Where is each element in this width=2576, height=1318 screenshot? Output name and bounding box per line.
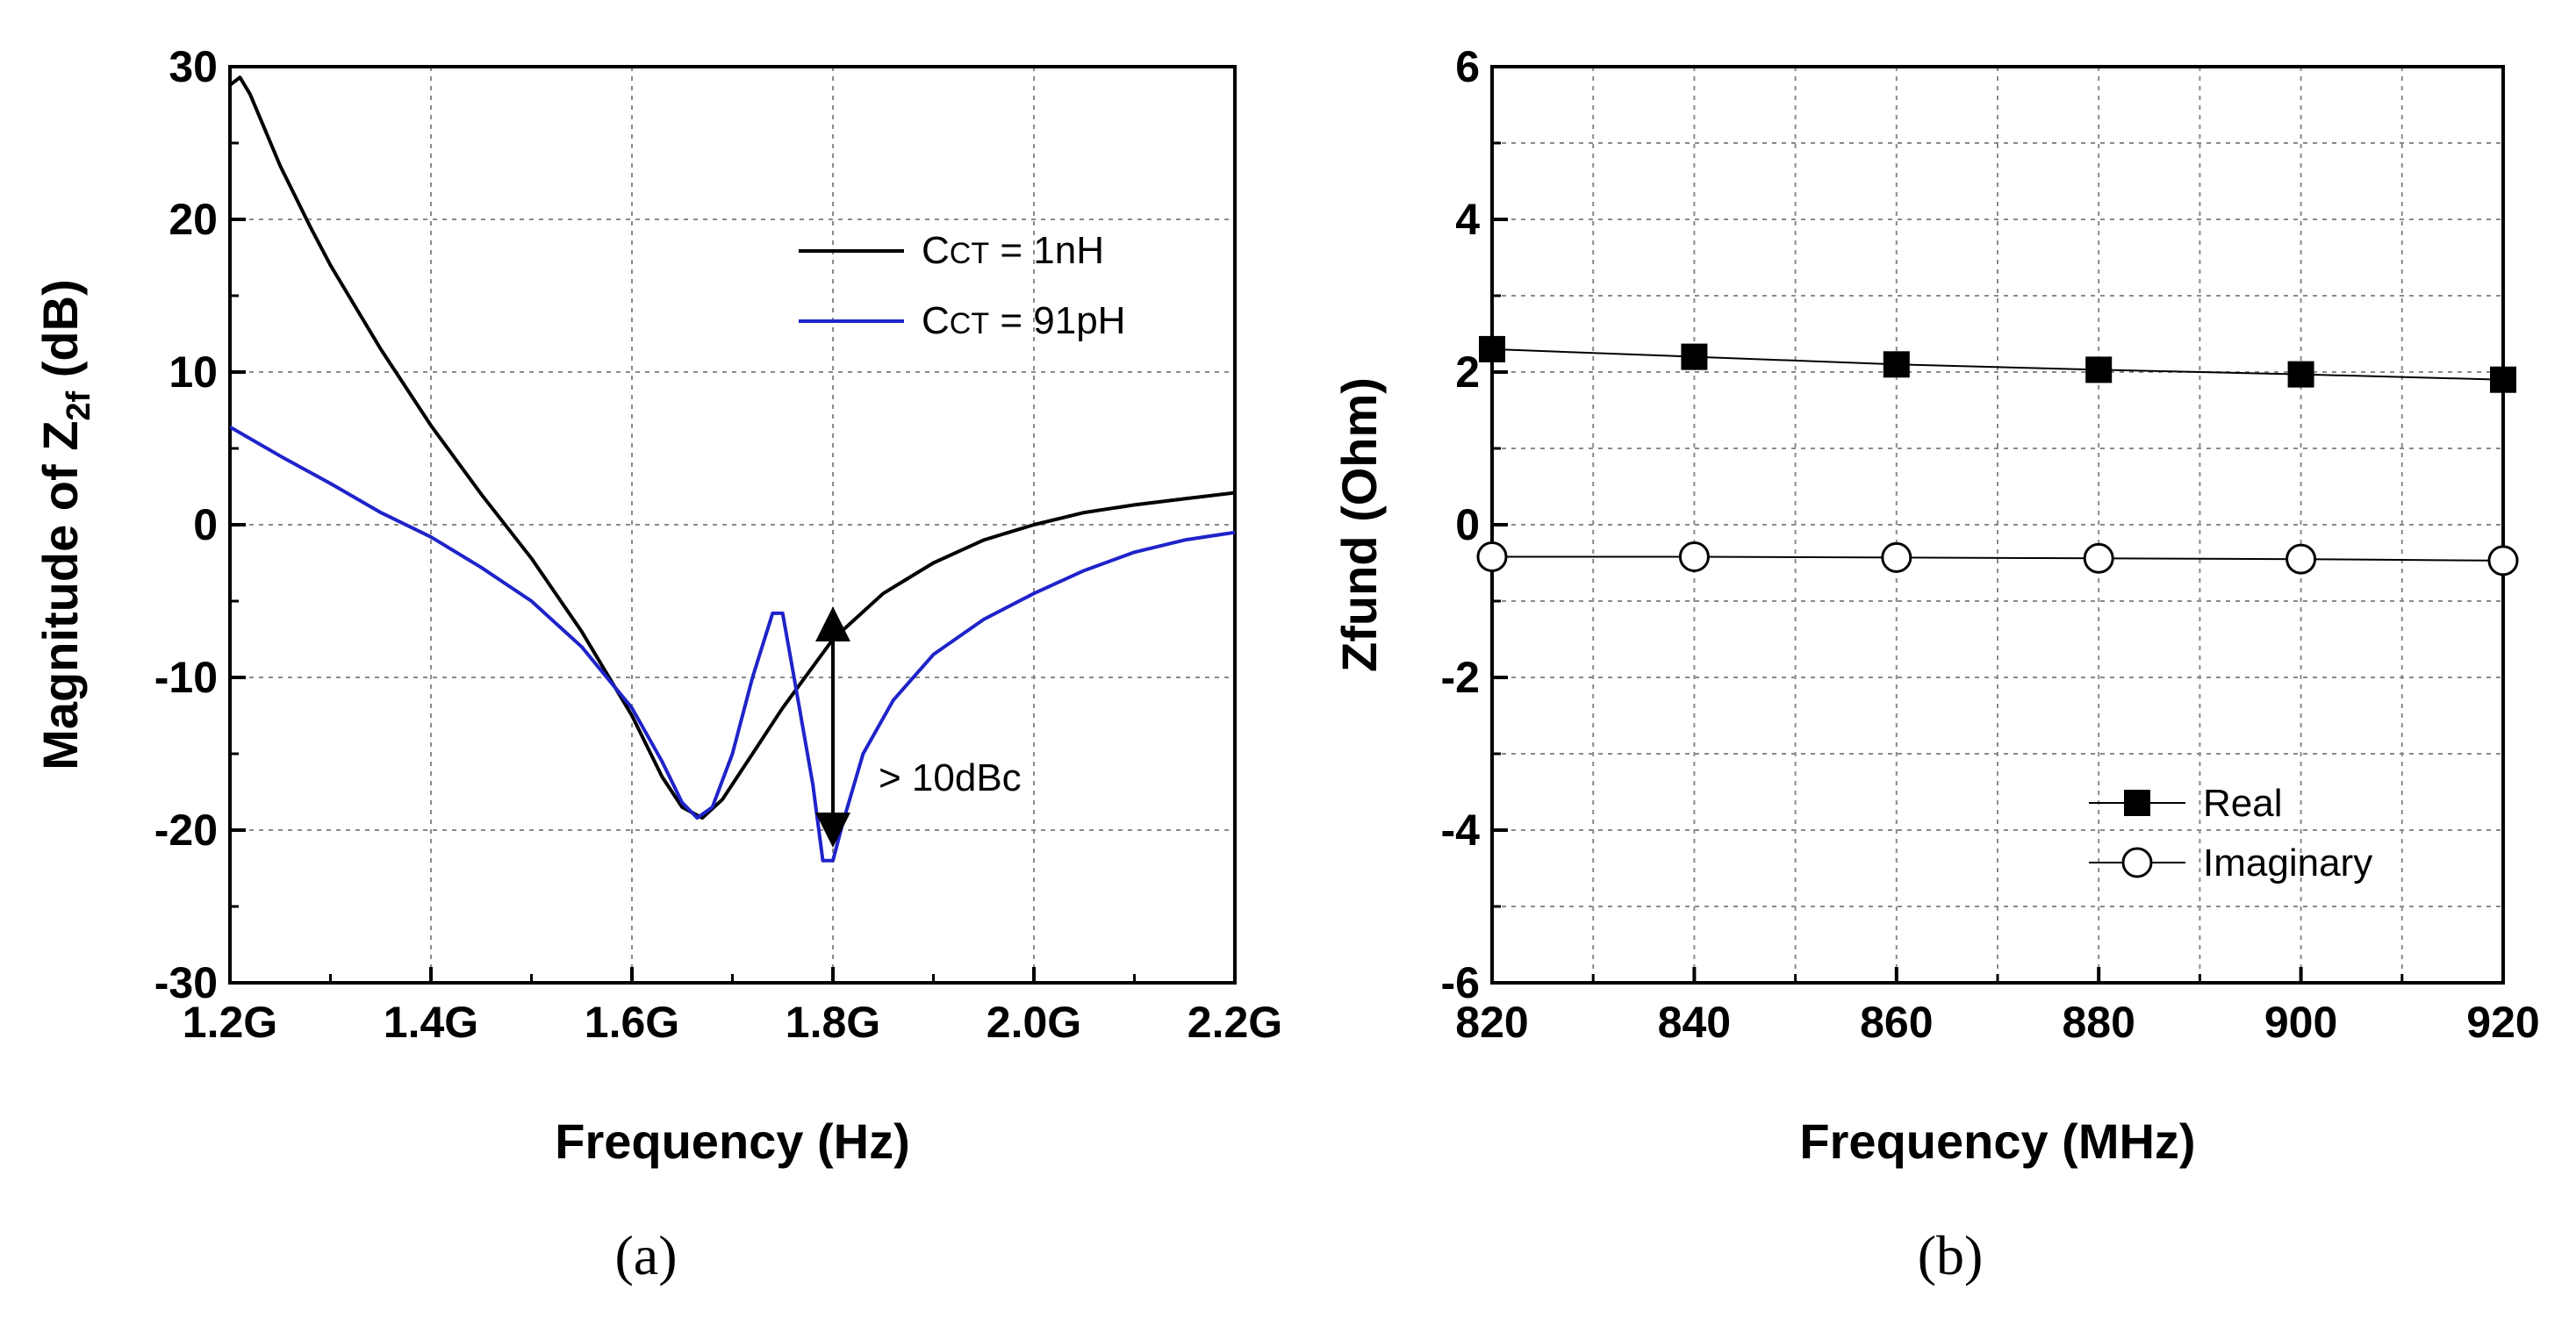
y-tick-label: 30 (169, 42, 218, 91)
x-axis-label: Frequency (Hz) (555, 1114, 910, 1169)
y-axis-label-unit: (dB) (32, 279, 88, 391)
x-tick-label: 880 (2062, 998, 2135, 1047)
y-tick-label: -20 (154, 806, 218, 855)
y-tick-label: -2 (1441, 653, 1480, 702)
y-tick-label: -4 (1441, 806, 1481, 855)
series-line-0 (1491, 347, 2504, 381)
legend-label-0: CCT = 1nH (922, 229, 1104, 272)
data-point-imaginary (1476, 541, 1508, 573)
series-line-0 (230, 75, 1235, 820)
chart-b: 820 840 860 880 900 920 -6 -4 -2 0 2 4 6 Frequency (M… (1331, 42, 2540, 1286)
data-point-real (2085, 356, 2113, 383)
data-point-imaginary (1678, 541, 1710, 573)
x-tick-label: 1.6G (585, 998, 679, 1047)
x-tick-label: 820 (1455, 998, 1528, 1047)
x-axis-label: Frequency (MHz) (1799, 1114, 2195, 1169)
y-tick-label: 0 (193, 500, 218, 549)
y-tick-label: 0 (1455, 500, 1480, 549)
annotation-label: > 10dBc (879, 756, 1022, 799)
data-point-imaginary (1881, 541, 1912, 573)
data-point-imaginary (2083, 542, 2114, 574)
legend-marker-circle (2121, 847, 2153, 878)
legend-label-sub: CT (950, 237, 989, 270)
y-tick-label: 10 (169, 347, 218, 397)
y-axis-label: Zfund (Ohm) (1331, 377, 1387, 672)
x-tick-label: 900 (2264, 998, 2337, 1047)
data-point-real (1883, 351, 1910, 378)
x-tick-label: 860 (1860, 998, 1933, 1047)
legend-label-rest: = 1nH (989, 229, 1104, 272)
y-tick-label: 6 (1455, 42, 1480, 91)
data-point-real (1479, 335, 1505, 362)
panel-label-b: (b) (1918, 1224, 1984, 1286)
x-tick-label: 840 (1658, 998, 1731, 1047)
legend-label-rest: = 91pH (989, 299, 1125, 342)
y-tick-label: -10 (154, 653, 218, 702)
data-point-imaginary (2285, 543, 2317, 575)
data-point-real (2287, 361, 2314, 388)
legend-label-1: CCT = 91pH (922, 299, 1125, 342)
legend-label-main: C (922, 229, 950, 272)
legend-label-main: C (922, 299, 950, 342)
series-line-1 (1492, 555, 2504, 562)
panel-label-a: (a) (614, 1224, 677, 1286)
data-point-real (1681, 343, 1708, 370)
data-point-real (2490, 366, 2516, 393)
y-tick-label: -6 (1441, 958, 1480, 1007)
y-axis-label-main: Magnitude of Z (32, 421, 88, 770)
legend-label-0: Real (2203, 782, 2283, 825)
y-tick-label: 20 (169, 195, 218, 244)
x-tick-label: 2.2G (1188, 998, 1282, 1047)
x-tick-label: 2.0G (987, 998, 1081, 1047)
x-tick-label: 1.8G (786, 998, 880, 1047)
legend-label-1: Imaginary (2203, 842, 2372, 885)
x-tick-label: 1.2G (183, 998, 277, 1047)
data-point-imaginary (2487, 545, 2519, 577)
y-tick-label: 4 (1455, 195, 1480, 244)
x-tick-label: 1.4G (384, 998, 478, 1047)
chart-a: 1.2G 1.4G 1.6G 1.8G 2.0G 2.2G -30 -20 -10 0 10 20 30… (32, 42, 1282, 1286)
x-tick-label: 920 (2466, 998, 2539, 1047)
y-tick-label: 2 (1455, 347, 1480, 397)
y-axis-label-sub: 2f (61, 390, 97, 420)
y-tick-label: -30 (154, 958, 218, 1007)
y-axis-label: Magnitude of Z2f (dB) (32, 279, 97, 770)
series-line-1 (230, 425, 1235, 863)
legend-marker-square (2124, 790, 2150, 816)
legend-label-sub: CT (950, 307, 989, 340)
